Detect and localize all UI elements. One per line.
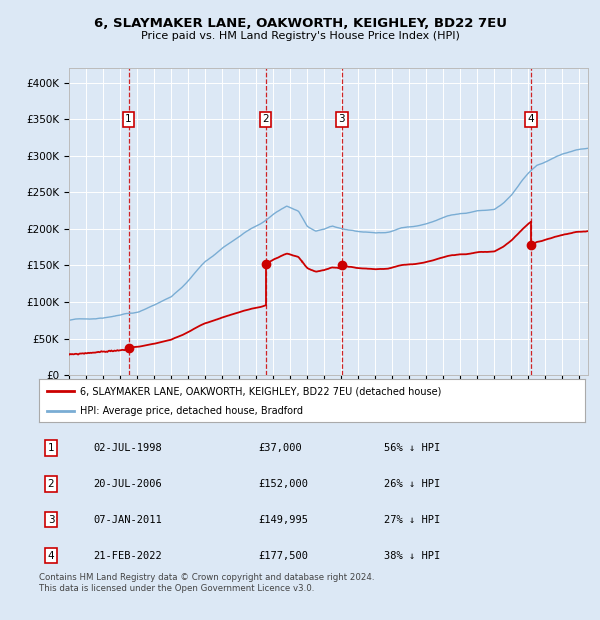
Text: £152,000: £152,000 (258, 479, 308, 489)
Text: 1: 1 (125, 114, 132, 125)
Text: 6, SLAYMAKER LANE, OAKWORTH, KEIGHLEY, BD22 7EU (detached house): 6, SLAYMAKER LANE, OAKWORTH, KEIGHLEY, B… (80, 386, 442, 396)
Text: 27% ↓ HPI: 27% ↓ HPI (384, 515, 440, 525)
Text: HPI: Average price, detached house, Bradford: HPI: Average price, detached house, Brad… (80, 406, 303, 416)
Text: 4: 4 (47, 551, 55, 560)
Text: £177,500: £177,500 (258, 551, 308, 560)
Text: 3: 3 (338, 114, 345, 125)
Text: Contains HM Land Registry data © Crown copyright and database right 2024.
This d: Contains HM Land Registry data © Crown c… (39, 574, 374, 593)
Text: 6, SLAYMAKER LANE, OAKWORTH, KEIGHLEY, BD22 7EU: 6, SLAYMAKER LANE, OAKWORTH, KEIGHLEY, B… (94, 17, 506, 30)
Text: 07-JAN-2011: 07-JAN-2011 (93, 515, 162, 525)
Text: 56% ↓ HPI: 56% ↓ HPI (384, 443, 440, 453)
Text: £149,995: £149,995 (258, 515, 308, 525)
Text: 2: 2 (47, 479, 55, 489)
Text: 38% ↓ HPI: 38% ↓ HPI (384, 551, 440, 560)
Text: 21-FEB-2022: 21-FEB-2022 (93, 551, 162, 560)
Text: 2: 2 (262, 114, 269, 125)
Text: Price paid vs. HM Land Registry's House Price Index (HPI): Price paid vs. HM Land Registry's House … (140, 31, 460, 41)
Text: 1: 1 (47, 443, 55, 453)
Text: £37,000: £37,000 (258, 443, 302, 453)
Text: 3: 3 (47, 515, 55, 525)
Text: 02-JUL-1998: 02-JUL-1998 (93, 443, 162, 453)
Text: 26% ↓ HPI: 26% ↓ HPI (384, 479, 440, 489)
Text: 4: 4 (527, 114, 534, 125)
Text: 20-JUL-2006: 20-JUL-2006 (93, 479, 162, 489)
